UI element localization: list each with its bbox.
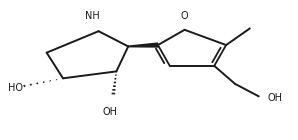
Text: NH: NH	[85, 11, 100, 21]
Polygon shape	[128, 43, 158, 47]
Text: OH: OH	[103, 107, 118, 117]
Text: HO: HO	[8, 83, 23, 93]
Text: O: O	[181, 11, 188, 21]
Text: OH: OH	[268, 93, 283, 103]
